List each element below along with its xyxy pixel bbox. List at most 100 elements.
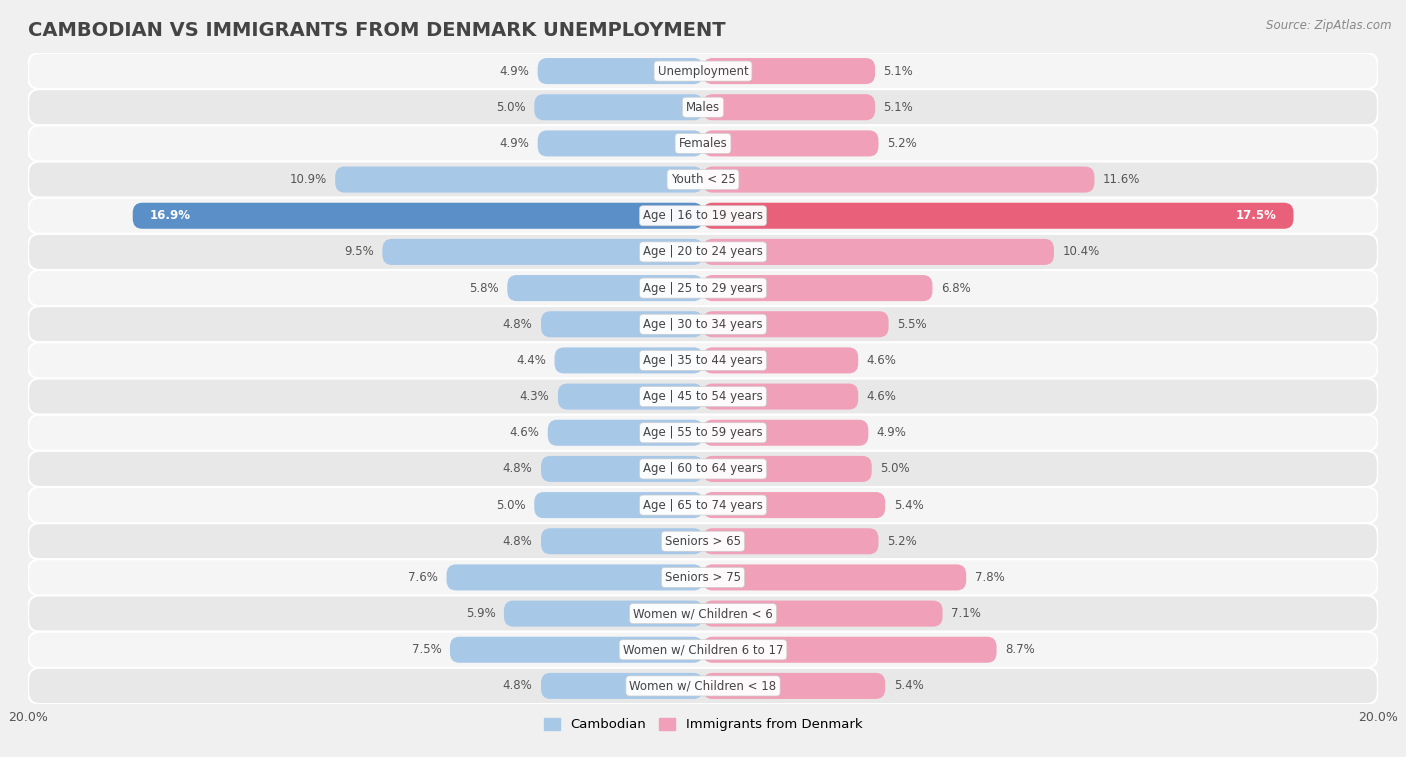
FancyBboxPatch shape [503,600,703,627]
FancyBboxPatch shape [703,203,1294,229]
Text: 4.8%: 4.8% [503,463,533,475]
Text: Age | 25 to 29 years: Age | 25 to 29 years [643,282,763,294]
Text: 5.0%: 5.0% [880,463,910,475]
Text: 7.8%: 7.8% [974,571,1004,584]
FancyBboxPatch shape [28,198,1378,234]
Text: 4.3%: 4.3% [520,390,550,403]
Text: Age | 45 to 54 years: Age | 45 to 54 years [643,390,763,403]
FancyBboxPatch shape [558,384,703,410]
Text: 5.5%: 5.5% [897,318,927,331]
FancyBboxPatch shape [28,451,1378,487]
Text: Youth < 25: Youth < 25 [671,173,735,186]
FancyBboxPatch shape [554,347,703,373]
Text: 4.9%: 4.9% [877,426,907,439]
FancyBboxPatch shape [541,673,703,699]
FancyBboxPatch shape [28,668,1378,704]
Text: 5.2%: 5.2% [887,534,917,548]
Text: 4.6%: 4.6% [866,390,897,403]
Text: Age | 35 to 44 years: Age | 35 to 44 years [643,354,763,367]
FancyBboxPatch shape [28,234,1378,270]
Text: 4.8%: 4.8% [503,318,533,331]
FancyBboxPatch shape [548,419,703,446]
Text: Age | 20 to 24 years: Age | 20 to 24 years [643,245,763,258]
FancyBboxPatch shape [703,58,875,84]
Text: 5.0%: 5.0% [496,101,526,114]
Legend: Cambodian, Immigrants from Denmark: Cambodian, Immigrants from Denmark [538,712,868,737]
Text: 4.8%: 4.8% [503,534,533,548]
FancyBboxPatch shape [703,673,886,699]
FancyBboxPatch shape [703,492,886,518]
FancyBboxPatch shape [28,559,1378,596]
Text: 16.9%: 16.9% [149,209,191,223]
Text: 7.1%: 7.1% [950,607,981,620]
Text: Seniors > 75: Seniors > 75 [665,571,741,584]
Text: 4.9%: 4.9% [499,64,529,77]
Text: 4.6%: 4.6% [866,354,897,367]
Text: 5.2%: 5.2% [887,137,917,150]
FancyBboxPatch shape [28,270,1378,306]
Text: 7.5%: 7.5% [412,643,441,656]
FancyBboxPatch shape [28,161,1378,198]
FancyBboxPatch shape [132,203,703,229]
Text: Females: Females [679,137,727,150]
FancyBboxPatch shape [703,600,942,627]
FancyBboxPatch shape [537,130,703,157]
Text: 5.4%: 5.4% [894,680,924,693]
Text: 4.9%: 4.9% [499,137,529,150]
Text: Seniors > 65: Seniors > 65 [665,534,741,548]
FancyBboxPatch shape [703,419,869,446]
Text: 4.4%: 4.4% [516,354,546,367]
Text: CAMBODIAN VS IMMIGRANTS FROM DENMARK UNEMPLOYMENT: CAMBODIAN VS IMMIGRANTS FROM DENMARK UNE… [28,21,725,40]
Text: 5.8%: 5.8% [470,282,499,294]
FancyBboxPatch shape [703,130,879,157]
Text: Source: ZipAtlas.com: Source: ZipAtlas.com [1267,19,1392,32]
Text: 5.0%: 5.0% [496,499,526,512]
Text: 11.6%: 11.6% [1102,173,1140,186]
Text: 4.8%: 4.8% [503,680,533,693]
FancyBboxPatch shape [28,596,1378,631]
FancyBboxPatch shape [28,378,1378,415]
FancyBboxPatch shape [28,487,1378,523]
Text: 9.5%: 9.5% [344,245,374,258]
FancyBboxPatch shape [537,58,703,84]
FancyBboxPatch shape [447,565,703,590]
Text: 6.8%: 6.8% [941,282,970,294]
FancyBboxPatch shape [703,637,997,663]
FancyBboxPatch shape [703,167,1094,192]
Text: 10.9%: 10.9% [290,173,326,186]
Text: 5.9%: 5.9% [465,607,495,620]
FancyBboxPatch shape [703,275,932,301]
FancyBboxPatch shape [534,492,703,518]
FancyBboxPatch shape [382,239,703,265]
Text: Males: Males [686,101,720,114]
Text: 8.7%: 8.7% [1005,643,1035,656]
FancyBboxPatch shape [703,94,875,120]
FancyBboxPatch shape [28,523,1378,559]
Text: 17.5%: 17.5% [1236,209,1277,223]
Text: Age | 30 to 34 years: Age | 30 to 34 years [643,318,763,331]
FancyBboxPatch shape [541,456,703,482]
Text: 4.6%: 4.6% [509,426,540,439]
FancyBboxPatch shape [335,167,703,192]
FancyBboxPatch shape [28,415,1378,451]
FancyBboxPatch shape [450,637,703,663]
FancyBboxPatch shape [28,306,1378,342]
FancyBboxPatch shape [534,94,703,120]
Text: Age | 55 to 59 years: Age | 55 to 59 years [643,426,763,439]
Text: 5.4%: 5.4% [894,499,924,512]
Text: 5.1%: 5.1% [883,64,914,77]
Text: Age | 60 to 64 years: Age | 60 to 64 years [643,463,763,475]
Text: Women w/ Children < 18: Women w/ Children < 18 [630,680,776,693]
FancyBboxPatch shape [28,126,1378,161]
Text: Age | 16 to 19 years: Age | 16 to 19 years [643,209,763,223]
FancyBboxPatch shape [703,239,1054,265]
FancyBboxPatch shape [703,528,879,554]
FancyBboxPatch shape [28,631,1378,668]
FancyBboxPatch shape [703,347,858,373]
Text: Women w/ Children < 6: Women w/ Children < 6 [633,607,773,620]
FancyBboxPatch shape [541,528,703,554]
Text: Women w/ Children 6 to 17: Women w/ Children 6 to 17 [623,643,783,656]
Text: 5.1%: 5.1% [883,101,914,114]
FancyBboxPatch shape [541,311,703,338]
Text: Age | 65 to 74 years: Age | 65 to 74 years [643,499,763,512]
